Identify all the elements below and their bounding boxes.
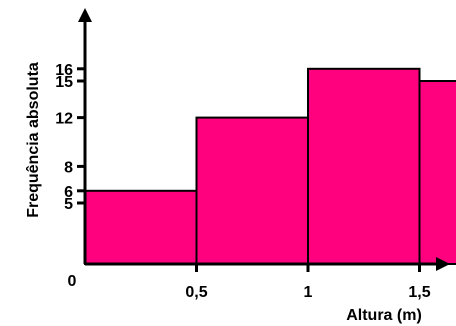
bar-1 <box>195 116 309 265</box>
y-axis-arrow-icon <box>78 8 92 22</box>
x-axis-arrow-icon <box>436 257 450 271</box>
y-tick-label-4: 15 <box>55 74 73 91</box>
x-axis-title: Altura (m) <box>346 307 422 324</box>
x-tick-label-2: 1,5 <box>408 284 430 301</box>
x-ticks: 0,511,522,53 <box>185 264 431 301</box>
x-tick-label-1: 1 <box>304 284 313 301</box>
bar-3 <box>418 80 456 265</box>
y-tick-label-0: 5 <box>64 196 73 213</box>
y-axis-title: Frequência absoluta <box>25 62 42 218</box>
y-tick-label-1: 6 <box>64 184 73 201</box>
bar-0 <box>84 189 198 265</box>
bar-2 <box>307 67 421 265</box>
y-tick-label-3: 12 <box>55 111 73 128</box>
y-tick-label-5: 16 <box>55 62 73 79</box>
origin-label: 0 <box>68 273 77 290</box>
x-tick-label-0: 0,5 <box>185 284 207 301</box>
histogram-bars <box>84 67 456 265</box>
axes <box>78 8 450 271</box>
y-tick-label-2: 8 <box>64 159 73 176</box>
